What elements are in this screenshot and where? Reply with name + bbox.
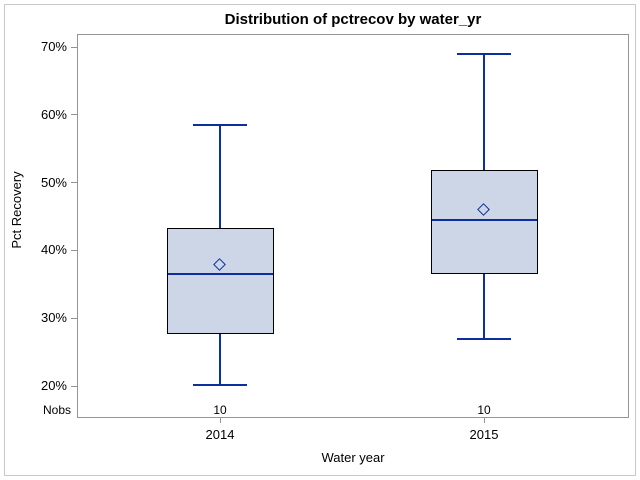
- y-axis-tick: [71, 46, 77, 48]
- whisker-stem-upper: [483, 53, 485, 172]
- whisker-cap-lower: [457, 337, 511, 340]
- chart-title: Distribution of pctrecov by water_yr: [224, 11, 482, 28]
- median-line: [167, 273, 273, 276]
- x-axis-tick: [483, 418, 485, 423]
- y-axis-tick-label: 60%: [40, 106, 67, 122]
- y-axis-tick-label: 20%: [40, 378, 67, 393]
- y-axis-tick: [71, 182, 77, 184]
- y-axis-tick: [71, 249, 77, 251]
- nobs-value: 10: [213, 403, 227, 417]
- median-line: [431, 218, 537, 221]
- x-axis-category-label: 2014: [205, 427, 235, 442]
- whisker-stem-lower: [219, 333, 221, 385]
- y-axis-tick: [71, 385, 77, 387]
- y-axis-tick-label: 40%: [40, 242, 67, 258]
- graph-outer-border: [4, 4, 636, 476]
- nobs-row-label: Nobs: [42, 403, 71, 417]
- y-axis-tick-label: 30%: [40, 310, 67, 326]
- whisker-stem-lower: [483, 273, 485, 339]
- iqr-box: [166, 227, 274, 335]
- whisker-cap-upper: [193, 123, 247, 126]
- x-axis-title: Water year: [321, 450, 385, 465]
- y-axis-tick-label: 50%: [40, 174, 67, 190]
- iqr-box: [430, 170, 538, 275]
- whisker-cap-upper: [457, 52, 511, 55]
- x-axis-tick: [219, 418, 221, 423]
- whisker-stem-upper: [219, 124, 221, 229]
- whisker-cap-lower: [193, 383, 247, 386]
- y-axis-tick: [71, 114, 77, 116]
- y-axis-tick: [71, 317, 77, 319]
- nobs-value: 10: [477, 403, 491, 417]
- y-axis-tick-label: 70%: [40, 39, 67, 54]
- x-axis-category-label: 2015: [469, 427, 499, 442]
